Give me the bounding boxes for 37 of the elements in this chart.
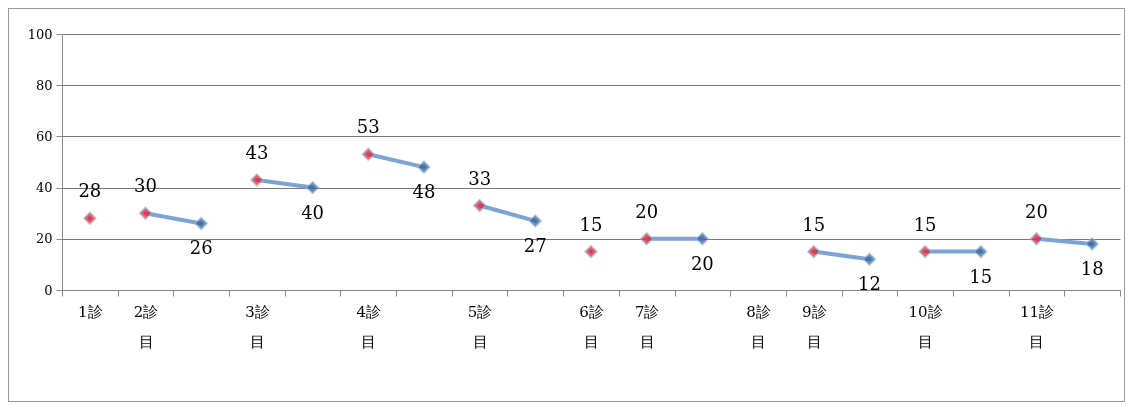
- y-tick-label: 20: [35, 231, 53, 247]
- data-label: 15: [913, 213, 937, 235]
- x-tick-label: 6診目: [579, 302, 604, 351]
- y-tick-label: 40: [35, 180, 53, 196]
- x-tick-label: 5診目: [467, 302, 493, 351]
- data-label: 27: [523, 234, 547, 256]
- data-label: 48: [412, 181, 436, 203]
- data-label: 15: [969, 265, 993, 287]
- data-label: 15: [579, 213, 603, 235]
- x-tick-label: 4診目: [356, 302, 382, 351]
- y-tick-label: 80: [35, 77, 53, 93]
- data-label: 26: [189, 237, 213, 259]
- data-label: 43: [245, 141, 269, 163]
- data-label: 18: [1080, 257, 1104, 279]
- x-tick-label: 7診目: [634, 302, 660, 351]
- data-label: 33: [468, 167, 492, 189]
- data-label: 12: [857, 273, 881, 295]
- data-label: 20: [690, 252, 714, 274]
- data-label: 40: [301, 201, 325, 223]
- y-tick-label: 0: [44, 282, 53, 298]
- x-tick-label: 11診目: [1019, 302, 1055, 351]
- y-tick-label: 60: [35, 128, 53, 144]
- data-label: 28: [78, 180, 102, 202]
- x-tick-label: 2診目: [133, 302, 159, 351]
- data-label: 15: [802, 213, 826, 235]
- data-label: 30: [134, 175, 157, 197]
- data-label: 53: [356, 116, 380, 138]
- x-tick-label: 3診目: [245, 302, 270, 351]
- point: [584, 244, 598, 259]
- y-tick-label: 100: [27, 26, 53, 42]
- x-tick-label: 8診目: [746, 302, 771, 351]
- x-tick-label: 9診目: [801, 302, 827, 351]
- point: [83, 211, 97, 226]
- x-tick-label: 1診: [78, 302, 103, 321]
- data-label: 20: [1025, 200, 1048, 222]
- data-label: 20: [635, 200, 659, 222]
- x-tick-label: 10診目: [908, 302, 943, 351]
